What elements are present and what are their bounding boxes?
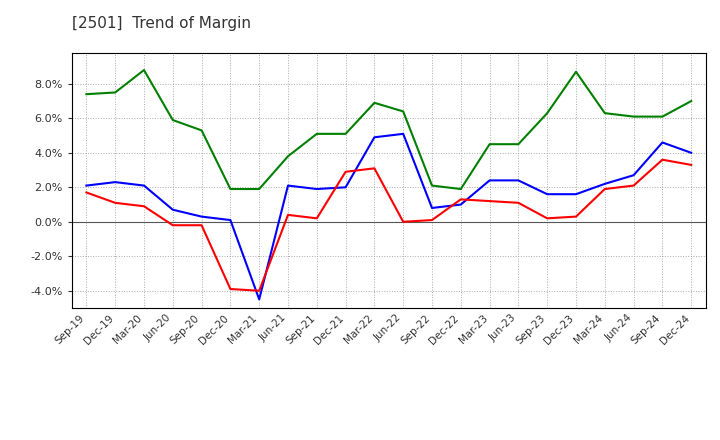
Operating Cashflow [687, 99, 696, 104]
Line: Ordinary Income: Ordinary Income [86, 134, 691, 299]
Ordinary Income [226, 217, 235, 223]
Operating Cashflow [572, 69, 580, 74]
Net Income [82, 190, 91, 195]
Ordinary Income [572, 191, 580, 197]
Net Income [514, 200, 523, 205]
Operating Cashflow [168, 117, 177, 123]
Ordinary Income [168, 207, 177, 213]
Net Income [658, 157, 667, 162]
Operating Cashflow [485, 142, 494, 147]
Ordinary Income [658, 140, 667, 145]
Net Income [428, 217, 436, 223]
Operating Cashflow [226, 187, 235, 192]
Operating Cashflow [341, 131, 350, 136]
Net Income [197, 223, 206, 228]
Ordinary Income [140, 183, 148, 188]
Operating Cashflow [111, 90, 120, 95]
Ordinary Income [456, 202, 465, 207]
Net Income [255, 288, 264, 293]
Operating Cashflow [428, 183, 436, 188]
Net Income [140, 204, 148, 209]
Net Income [312, 216, 321, 221]
Operating Cashflow [140, 67, 148, 73]
Ordinary Income [428, 205, 436, 211]
Ordinary Income [399, 131, 408, 136]
Operating Cashflow [456, 187, 465, 192]
Ordinary Income [514, 178, 523, 183]
Ordinary Income [197, 214, 206, 219]
Net Income [111, 200, 120, 205]
Operating Cashflow [255, 187, 264, 192]
Net Income [284, 212, 292, 217]
Ordinary Income [82, 183, 91, 188]
Operating Cashflow [543, 110, 552, 116]
Ordinary Income [312, 187, 321, 192]
Operating Cashflow [197, 128, 206, 133]
Ordinary Income [370, 135, 379, 140]
Ordinary Income [111, 180, 120, 185]
Operating Cashflow [629, 114, 638, 119]
Net Income [399, 219, 408, 224]
Line: Net Income: Net Income [86, 160, 691, 291]
Net Income [370, 166, 379, 171]
Ordinary Income [485, 178, 494, 183]
Operating Cashflow [658, 114, 667, 119]
Ordinary Income [255, 297, 264, 302]
Net Income [629, 183, 638, 188]
Net Income [687, 162, 696, 168]
Operating Cashflow [370, 100, 379, 106]
Net Income [485, 198, 494, 204]
Net Income [572, 214, 580, 219]
Ordinary Income [341, 185, 350, 190]
Operating Cashflow [312, 131, 321, 136]
Ordinary Income [629, 172, 638, 178]
Ordinary Income [284, 183, 292, 188]
Ordinary Income [600, 181, 609, 187]
Operating Cashflow [399, 109, 408, 114]
Net Income [456, 197, 465, 202]
Operating Cashflow [600, 110, 609, 116]
Text: [2501]  Trend of Margin: [2501] Trend of Margin [72, 16, 251, 31]
Net Income [600, 187, 609, 192]
Operating Cashflow [82, 92, 91, 97]
Line: Operating Cashflow: Operating Cashflow [86, 70, 691, 189]
Operating Cashflow [514, 142, 523, 147]
Ordinary Income [543, 191, 552, 197]
Net Income [168, 223, 177, 228]
Net Income [226, 286, 235, 292]
Net Income [341, 169, 350, 174]
Ordinary Income [687, 150, 696, 155]
Net Income [543, 216, 552, 221]
Operating Cashflow [284, 154, 292, 159]
